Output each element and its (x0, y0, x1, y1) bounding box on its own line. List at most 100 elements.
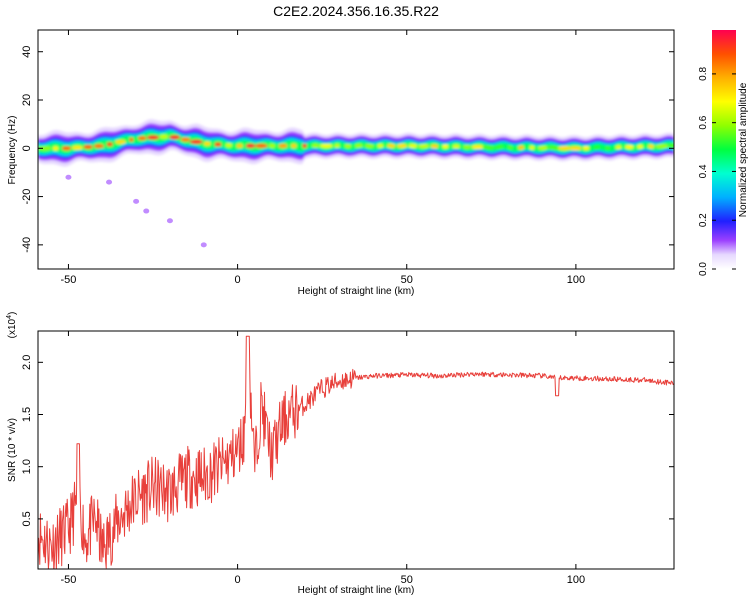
band-hotspot (647, 144, 655, 149)
band-hotspot (495, 145, 504, 150)
spectrogram-frame (37, 29, 675, 270)
snr-ylabel: SNR (10 * v/v) (7, 418, 18, 482)
band-hotspot (245, 143, 256, 149)
band-hotspot (396, 143, 408, 149)
band-hotspot (159, 134, 169, 139)
band-hotspot (38, 146, 52, 151)
band-hotspot (529, 145, 535, 150)
snr-line (38, 335, 674, 569)
band-hotspot (180, 137, 191, 142)
colorbar-gradient (712, 30, 736, 269)
spectrogram-xlabel: Height of straight line (km) (298, 286, 415, 297)
band-hotspot (452, 144, 460, 149)
band-layer (38, 131, 674, 154)
x-tick-label: 50 (401, 274, 413, 286)
band-hotspot (311, 143, 320, 149)
heatmap-point (65, 174, 72, 180)
heatmap-point (106, 179, 113, 185)
band-hotspot (582, 145, 590, 151)
band-hotspot (268, 143, 276, 149)
y-tick-label: 1.5 (21, 407, 33, 422)
band-hotspot (615, 145, 622, 150)
band-hotspot (507, 145, 513, 150)
band-hotspot (636, 144, 644, 149)
y-tick-label: -20 (21, 189, 33, 205)
y-tick-label: 1.0 (21, 459, 33, 474)
band-hotspot (482, 144, 495, 150)
colorbar-tick-label: 0.8 (698, 67, 709, 81)
band-hotspot (189, 139, 203, 145)
band-hotspot (568, 146, 582, 151)
band-hotspot (354, 143, 363, 149)
y-tick-label: 20 (21, 94, 33, 106)
snr-frame (37, 330, 675, 570)
band-hotspot (278, 143, 288, 149)
colorbar-tick-label: 0.0 (698, 262, 709, 276)
band-hotspot (169, 135, 181, 140)
band-hotspot (557, 145, 571, 151)
band-hotspot (430, 144, 439, 149)
band-hotspot (418, 143, 430, 149)
y-tick-label: 0 (21, 145, 33, 151)
band-hotspot (655, 143, 669, 149)
band-hotspot (471, 144, 485, 150)
band-hotspot (214, 142, 222, 147)
heatmap-point (133, 198, 140, 204)
band-hotspot (302, 143, 307, 149)
band-hotspot (225, 143, 233, 148)
band-hotspot (605, 145, 610, 150)
band-hotspot (129, 137, 134, 142)
y-tick-label: 40 (21, 46, 33, 58)
band-hotspot (137, 136, 147, 141)
band-hotspot (593, 145, 601, 150)
band-hotspot (106, 142, 113, 147)
snr-xlabel: Height of straight line (km) (298, 585, 415, 596)
x-tick-label: -50 (60, 574, 76, 586)
band-hotspot (546, 145, 561, 151)
band-hotspot (463, 144, 471, 149)
band-hotspot (93, 143, 105, 149)
band-hotspot (408, 143, 418, 149)
y-tick-label: 2.0 (21, 355, 33, 370)
band-hotspot (146, 135, 160, 140)
band-hotspot (668, 143, 674, 149)
snr-multiplier: (x104) (6, 312, 18, 339)
x-tick-label: 100 (567, 574, 585, 586)
colorbar-tick-label: 0.2 (698, 213, 709, 227)
x-tick-label: 100 (567, 274, 585, 286)
band-hotspot (624, 144, 634, 150)
band-hotspot (442, 144, 449, 149)
heatmap-point (200, 242, 207, 248)
band-hotspot (52, 146, 59, 151)
spectrogram-panel: -50 0 50 100 40 20 0 -20 -40 Height of straight … (7, 29, 675, 297)
band-hotspot (236, 143, 244, 149)
band-hotspot (115, 139, 127, 145)
colorbar-tick-label: 0.6 (698, 115, 709, 129)
band-hotspot (71, 145, 84, 150)
x-tick-label: 0 (235, 574, 241, 586)
band-hotspot (537, 145, 548, 151)
colorbar-tick-label: 0.4 (698, 164, 709, 178)
chart-title: C2E2.2024.356.16.35.R22 (273, 3, 439, 19)
snr-panel: -50 0 50 100 0.5 1.0 1.5 2.0 Height of straight… (6, 312, 675, 596)
spectrogram-heatmap (38, 119, 674, 248)
colorbar-label: Normalized spectral amplitude (738, 82, 749, 217)
spectrogram-ylabel: Frequency (Hz) (7, 116, 18, 185)
band-hotspot (203, 141, 211, 146)
band-hotspot (377, 143, 384, 149)
x-tick-label: 50 (401, 574, 413, 586)
colorbar: 0.0 0.2 0.4 0.6 0.8 Normalized spectral ampl… (698, 30, 749, 276)
band-hotspot (319, 143, 333, 149)
band-hotspot (83, 144, 93, 150)
band-hotspot (61, 146, 72, 151)
x-tick-label: 0 (235, 274, 241, 286)
spectral-band (38, 119, 674, 167)
band-hotspot (334, 143, 340, 149)
heatmap-point (166, 218, 173, 224)
x-tick-label: -50 (60, 274, 76, 286)
band-hotspot (364, 143, 375, 149)
y-tick-label: -40 (21, 237, 33, 253)
y-tick-label: 0.5 (21, 511, 33, 526)
band-hotspot (344, 143, 352, 149)
band-hotspot (386, 143, 396, 149)
